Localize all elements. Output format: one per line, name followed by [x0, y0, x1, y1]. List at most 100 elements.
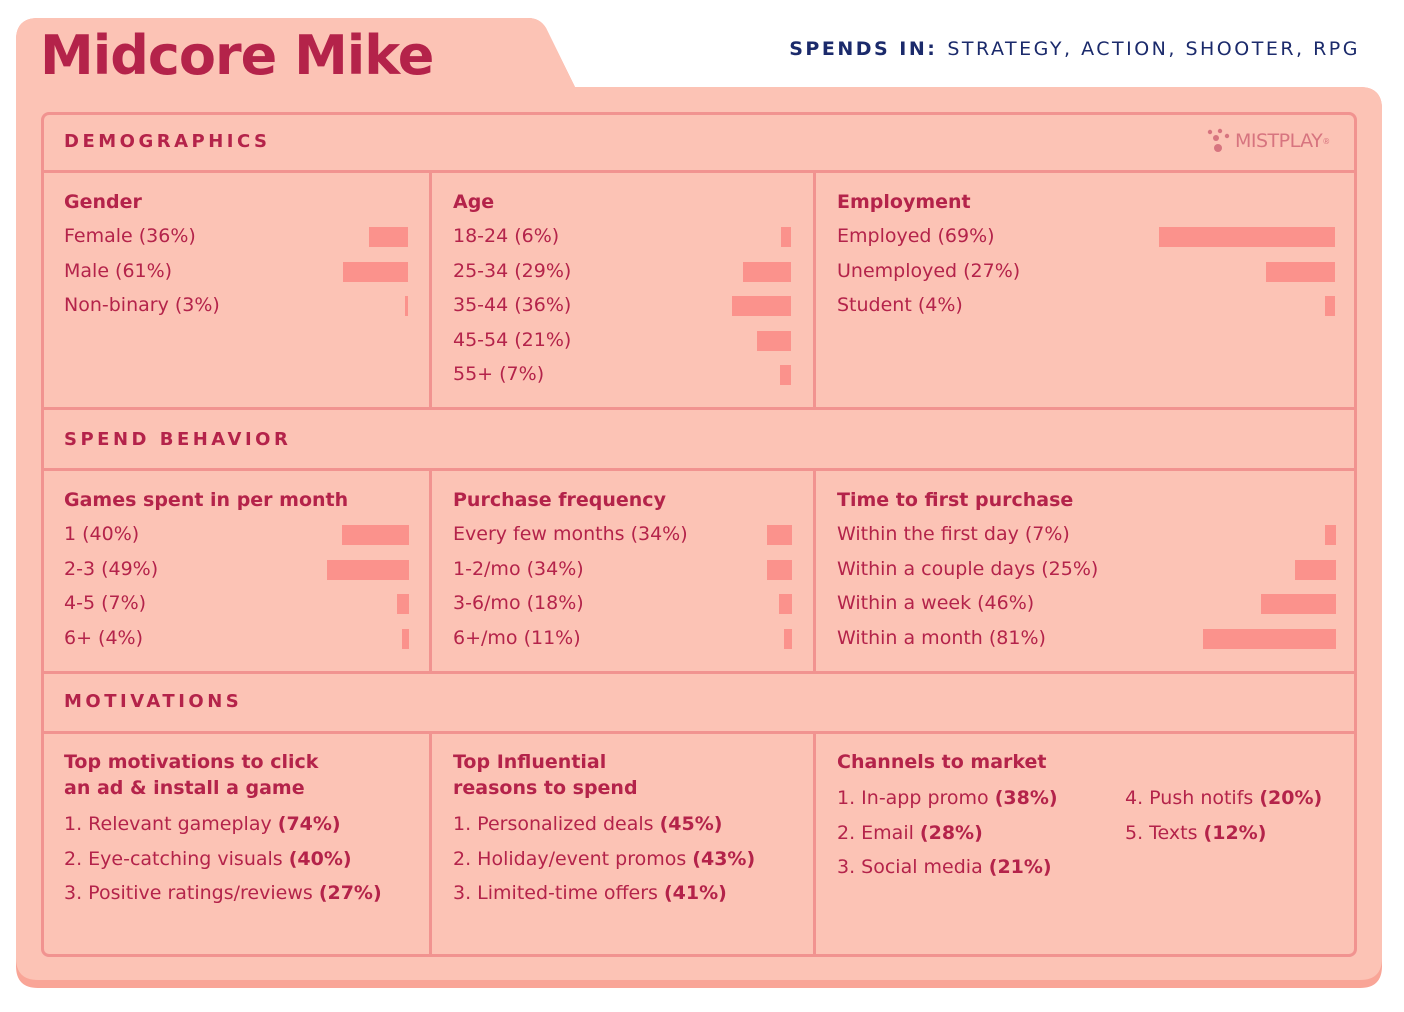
bar	[397, 594, 409, 614]
time-to-first-purchase-panel: Time to first purchase Within the first d…	[837, 487, 1336, 657]
divider	[429, 172, 432, 408]
bar	[342, 525, 409, 545]
list-item: 35-44 (36%)	[453, 290, 791, 325]
list-item: 3. Social media (21%)	[837, 850, 1058, 885]
bar	[766, 559, 792, 580]
list-item: Every few months (34%)	[453, 519, 792, 554]
item-text: 1. In-app promo	[837, 787, 995, 809]
item-label: 55+ (7%)	[453, 363, 545, 385]
item-label: 6+ (4%)	[64, 626, 144, 649]
item-label: Student (4%)	[837, 294, 963, 316]
item-percent: (74%)	[277, 813, 341, 835]
list-item: 6+/mo (11%)	[453, 623, 792, 658]
divider	[41, 731, 1357, 734]
install-title: Top motivations to click an ad & install …	[64, 749, 382, 801]
bar	[1159, 227, 1335, 247]
item-label: Male (61%)	[64, 259, 173, 282]
list-item: Within the first day (7%)	[837, 519, 1336, 554]
list-item: Non-binary (3%)	[64, 290, 408, 325]
item-label: Unemployed (27%)	[837, 259, 1021, 282]
list-item: 4-5 (7%)	[64, 588, 409, 623]
divider	[429, 470, 432, 672]
item-percent: (43%)	[692, 847, 756, 870]
item-percent: (40%)	[288, 847, 352, 870]
bar	[1295, 559, 1336, 580]
bar	[1324, 525, 1336, 545]
divider	[41, 468, 1357, 471]
mistplay-logo: MISTPLAY ®	[1207, 128, 1330, 154]
divider	[813, 470, 816, 672]
item-percent: (21%)	[988, 856, 1052, 878]
divider	[41, 671, 1357, 674]
bar	[1324, 296, 1335, 316]
list-item: 5. Texts (12%)	[1125, 816, 1322, 851]
item-text: 2. Eye-catching visuals	[64, 847, 289, 870]
list-item: 2. Email (28%)	[837, 816, 1058, 851]
list-item: Within a month (81%)	[837, 623, 1336, 658]
games-per-month-panel: Games spent in per month 1 (40%) 2-3 (49%)…	[64, 487, 409, 657]
age-panel: Age 18-24 (6%) 25-34 (29%) 35-44 (36%) 45-54…	[453, 189, 791, 394]
list-item: 2. Eye-catching visuals (40%)	[64, 842, 382, 877]
list-item: Female (36%)	[64, 221, 408, 256]
divider	[813, 733, 816, 955]
list-item: 18-24 (6%)	[453, 221, 791, 256]
bar	[743, 261, 791, 282]
install-motivations-panel: Top motivations to click an ad & install …	[64, 749, 382, 911]
list-item: 45-54 (21%)	[453, 325, 791, 360]
item-label: Within a month (81%)	[837, 626, 1046, 649]
channels-title: Channels to market	[837, 751, 1047, 773]
list-item: 1. Relevant gameplay (74%)	[64, 807, 382, 842]
mistplay-dots-icon	[1207, 128, 1230, 152]
list-item: 1 (40%)	[64, 519, 409, 554]
bar	[781, 227, 791, 247]
persona-frame	[41, 112, 1357, 957]
title-line: Top Influential	[453, 751, 607, 773]
title-line: an ad & install a game	[64, 777, 305, 799]
item-label: Every few months (34%)	[453, 523, 688, 545]
employment-title: Employment	[837, 191, 971, 213]
list-item: 3. Positive ratings/reviews (27%)	[64, 876, 382, 911]
persona-title: Midcore Mike	[40, 24, 434, 87]
item-label: Employed (69%)	[837, 225, 995, 247]
spends-in: SPENDS IN: STRATEGY, ACTION, SHOOTER, RPG	[789, 38, 1360, 60]
item-percent: (41%)	[664, 882, 727, 904]
item-label: 45-54 (21%)	[453, 328, 572, 351]
list-item: 6+ (4%)	[64, 623, 409, 658]
games-title: Games spent in per month	[64, 489, 349, 511]
mistplay-wordmark: MISTPLAY	[1235, 130, 1323, 152]
bar	[779, 365, 791, 385]
item-percent: (27%)	[318, 882, 382, 904]
list-item: Unemployed (27%)	[837, 256, 1335, 291]
item-label: 3-6/mo (18%)	[453, 592, 584, 614]
item-label: 25-34 (29%)	[453, 259, 572, 282]
divider	[41, 407, 1357, 410]
divider	[813, 172, 816, 408]
list-item: 2-3 (49%)	[64, 554, 409, 589]
bar	[402, 628, 409, 649]
item-text: 1. Personalized deals	[453, 813, 660, 835]
bar	[404, 296, 408, 316]
bar	[1260, 594, 1336, 614]
age-title: Age	[453, 191, 495, 213]
divider	[429, 733, 432, 955]
bar	[342, 261, 408, 282]
item-text: 3. Social media	[837, 856, 989, 878]
spends-in-genres: STRATEGY, ACTION, SHOOTER, RPG	[947, 38, 1360, 60]
list-item: Within a week (46%)	[837, 588, 1336, 623]
bar	[756, 330, 791, 351]
item-percent: (38%)	[994, 787, 1058, 809]
list-item: 1-2/mo (34%)	[453, 554, 792, 589]
bar	[369, 227, 408, 247]
list-item: Employed (69%)	[837, 221, 1335, 256]
list-item: 3-6/mo (18%)	[453, 588, 792, 623]
bar	[778, 594, 792, 614]
gender-title: Gender	[64, 191, 142, 213]
spends-in-label: SPENDS IN:	[789, 38, 938, 60]
reasons-title: Top Influential reasons to spend	[453, 749, 755, 801]
first-title: Time to first purchase	[837, 489, 1074, 511]
item-label: Within a couple days (25%)	[837, 557, 1099, 580]
item-text: 3. Positive ratings/reviews	[64, 882, 319, 904]
item-label: 2-3 (49%)	[64, 557, 159, 580]
item-percent: (45%)	[659, 813, 723, 835]
